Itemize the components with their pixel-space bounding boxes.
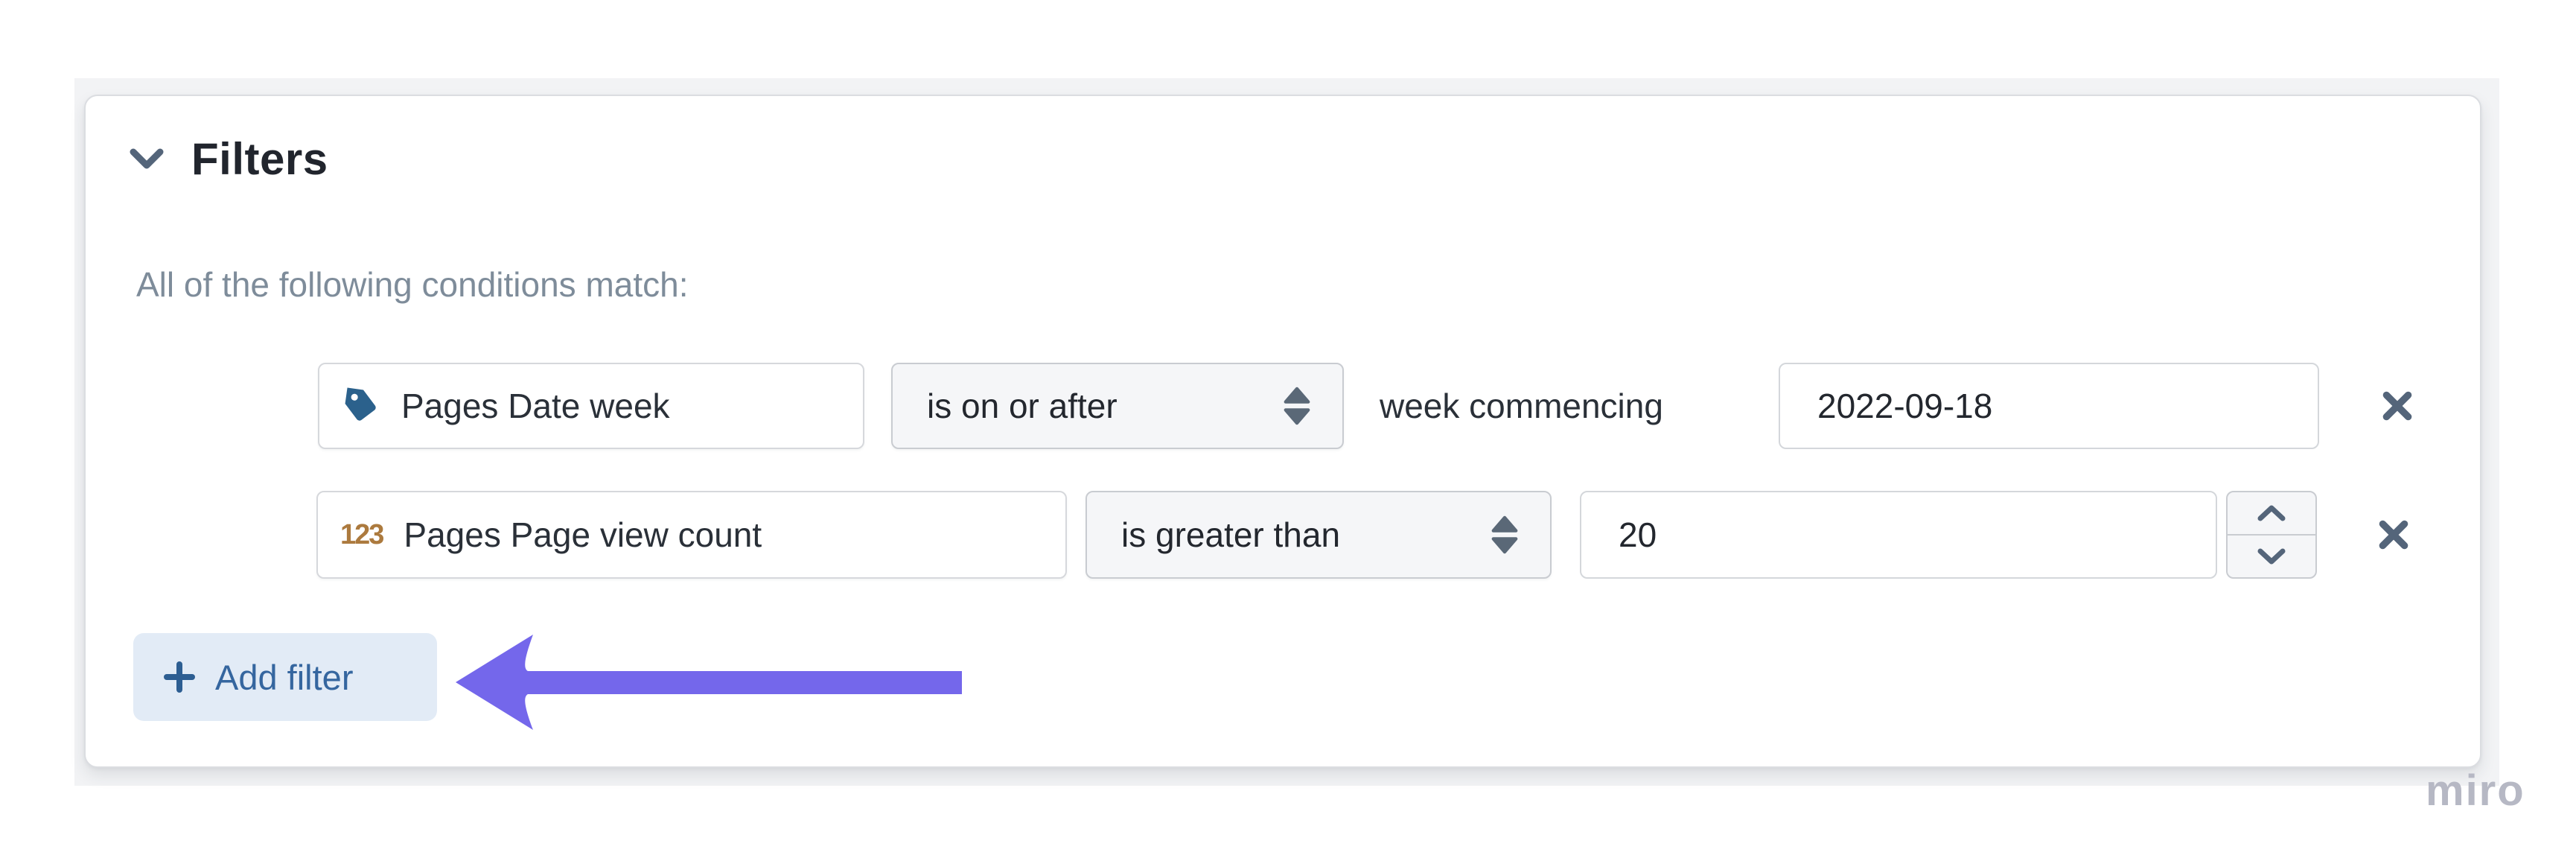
plus-icon [163, 661, 196, 693]
number-value-input[interactable] [1580, 491, 2217, 579]
chevron-down-icon [2255, 547, 2288, 566]
operator-select-value: is greater than [1121, 515, 1341, 554]
select-updown-icon [1283, 385, 1311, 427]
field-chip-date[interactable]: Pages Date week [318, 363, 864, 449]
select-updown-icon [1491, 514, 1519, 556]
close-icon [2379, 388, 2415, 424]
stepper-up-button[interactable] [2228, 492, 2315, 536]
chevron-up-icon [2255, 503, 2288, 523]
number-stepper [2226, 491, 2317, 579]
close-icon [2376, 517, 2411, 553]
date-value-input[interactable] [1779, 363, 2319, 449]
filter-row-number: 123 Pages Page view count is greater tha… [86, 491, 2480, 579]
page-title: Filters [191, 133, 328, 184]
field-chip-label: Pages Date week [401, 387, 670, 425]
stepper-down-button[interactable] [2228, 536, 2315, 577]
operator-select-date[interactable]: is on or after [891, 363, 1344, 449]
number-123-icon: 123 [340, 519, 384, 550]
filters-panel: Filters All of the following conditions … [84, 95, 2481, 768]
chevron-down-icon[interactable] [129, 147, 165, 171]
filters-header: Filters [129, 129, 328, 188]
field-chip-number[interactable]: 123 Pages Page view count [316, 491, 1067, 579]
miro-watermark: miro [2426, 766, 2525, 815]
modifier-label: week commencing [1380, 387, 1663, 425]
filter-row-date: Pages Date week is on or after week comm… [86, 363, 2480, 449]
field-chip-label: Pages Page view count [404, 515, 762, 554]
remove-filter-button[interactable] [2372, 513, 2415, 556]
remove-filter-button[interactable] [2376, 384, 2419, 428]
operator-select-number[interactable]: is greater than [1085, 491, 1552, 579]
tag-icon [342, 387, 380, 425]
conditions-match-label: All of the following conditions match: [136, 265, 689, 304]
operator-select-value: is on or after [927, 387, 1118, 425]
add-filter-button[interactable]: Add filter [133, 633, 437, 721]
add-filter-label: Add filter [215, 657, 354, 697]
